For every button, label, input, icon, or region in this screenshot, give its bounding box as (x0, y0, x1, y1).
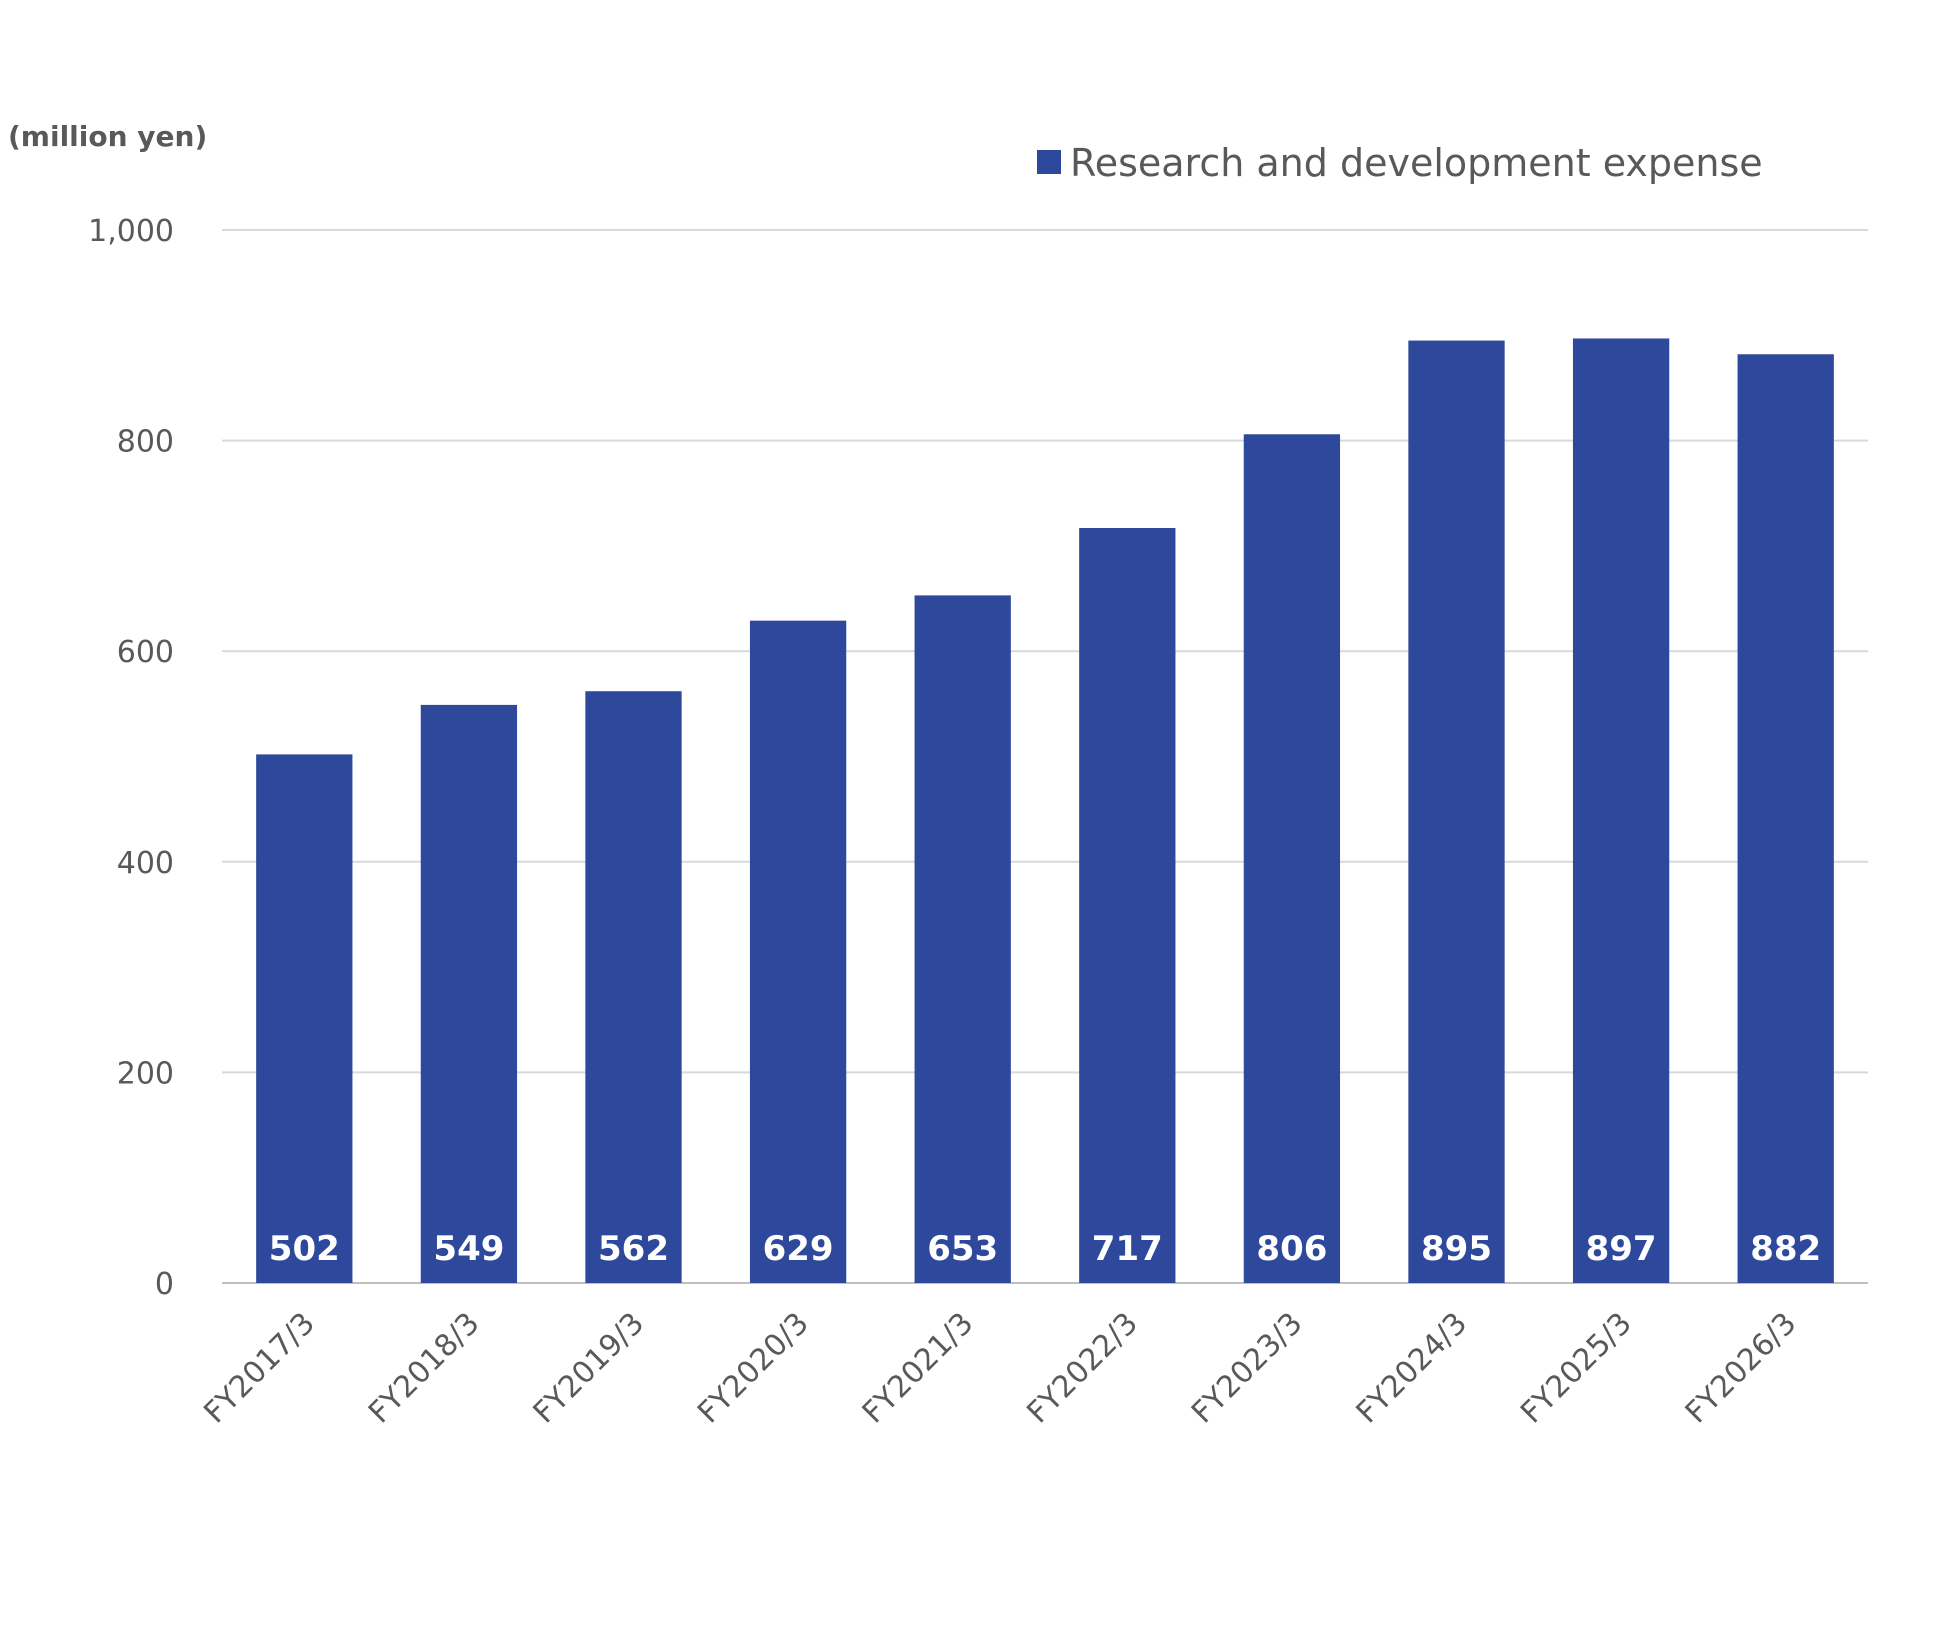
x-category-label: FY2026/3 (1679, 1306, 1804, 1431)
bar-fy2019-3 (585, 691, 682, 1283)
bar-fy2025-3 (1572, 338, 1670, 1284)
x-category-label: FY2020/3 (691, 1306, 816, 1431)
x-category-label: FY2024/3 (1350, 1306, 1475, 1431)
data-label: 895 (1421, 1229, 1492, 1269)
data-label: 717 (1092, 1229, 1163, 1269)
data-labels: 502 549 562 629 653 717 806 895 897 882 (269, 1229, 1821, 1269)
bars (256, 338, 1834, 1284)
data-label: 549 (433, 1229, 504, 1269)
data-label: 562 (598, 1229, 669, 1269)
x-category-label: FY2023/3 (1185, 1306, 1310, 1431)
y-tick-label: 200 (117, 1056, 174, 1091)
y-axis-unit-label: (million yen) (8, 120, 207, 153)
data-label: 897 (1586, 1229, 1657, 1269)
data-label: 806 (1256, 1229, 1327, 1269)
y-tick-label: 600 (117, 635, 174, 670)
bar-fy2020-3 (749, 620, 847, 1283)
legend-swatch (1037, 150, 1061, 174)
bar-fy2017-3 (256, 754, 353, 1283)
x-category-label: FY2019/3 (527, 1306, 652, 1431)
legend-label: Research and development expense (1070, 141, 1763, 185)
x-category-label: FY2017/3 (197, 1306, 322, 1431)
bar-fy2024-3 (1408, 340, 1505, 1283)
x-axis-category-labels: FY2017/3 FY2018/3 FY2019/3 FY2020/3 FY2021/3… (197, 1306, 1803, 1431)
bar-fy2018-3 (420, 704, 518, 1283)
y-tick-label: 800 (117, 425, 174, 460)
x-category-label: FY2025/3 (1514, 1306, 1639, 1431)
data-label: 653 (927, 1229, 998, 1269)
y-axis-tick-labels: 0 200 400 600 800 1,000 (88, 214, 174, 1302)
legend: Research and development expense (1037, 141, 1763, 185)
y-tick-label: 400 (117, 846, 174, 881)
y-tick-label: 1,000 (88, 214, 174, 249)
bar-fy2023-3 (1243, 434, 1341, 1284)
bar-fy2022-3 (1079, 527, 1176, 1283)
x-category-label: FY2021/3 (856, 1306, 981, 1431)
bar-fy2021-3 (914, 595, 1011, 1283)
y-tick-label: 0 (155, 1267, 174, 1302)
data-label: 502 (269, 1229, 340, 1269)
bar-fy2026-3 (1737, 354, 1834, 1283)
x-category-label: FY2022/3 (1020, 1306, 1145, 1431)
data-label: 882 (1750, 1229, 1821, 1269)
data-label: 629 (763, 1229, 834, 1269)
x-category-label: FY2018/3 (362, 1306, 487, 1431)
